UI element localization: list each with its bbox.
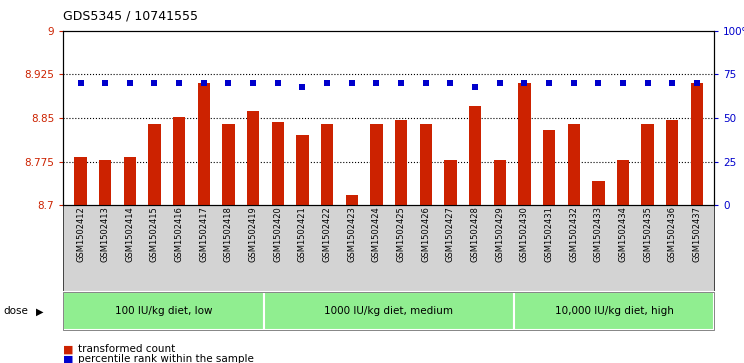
Text: transformed count: transformed count (78, 344, 176, 354)
Point (667, 80, 679, 86)
Text: 10,000 IU/kg diet, high: 10,000 IU/kg diet, high (554, 306, 673, 316)
Bar (641, 124, 654, 205)
Bar (74, 157, 86, 205)
Text: dose: dose (4, 306, 28, 316)
Point (222, 80, 234, 86)
Point (124, 80, 135, 86)
Bar (592, 181, 605, 205)
Bar (198, 83, 210, 205)
Bar (222, 124, 234, 205)
Bar (493, 160, 506, 205)
Point (74, 80, 86, 86)
Text: GDS5345 / 10741555: GDS5345 / 10741555 (63, 9, 198, 22)
Point (321, 80, 333, 86)
Bar (617, 160, 629, 205)
Point (173, 80, 185, 86)
Point (149, 80, 161, 86)
Bar (691, 83, 703, 205)
Point (272, 80, 283, 86)
Point (99, 80, 111, 86)
Point (247, 80, 259, 86)
Point (519, 80, 530, 86)
Point (346, 80, 358, 86)
Point (395, 80, 407, 86)
Point (494, 80, 506, 86)
Bar (568, 124, 580, 205)
Bar (395, 120, 407, 205)
Bar (420, 124, 432, 205)
Point (543, 80, 555, 86)
Point (642, 80, 654, 86)
Text: 100 IU/kg diet, low: 100 IU/kg diet, low (115, 306, 212, 316)
Point (198, 80, 210, 86)
Point (592, 80, 604, 86)
Point (420, 80, 432, 86)
Bar (296, 135, 309, 205)
Bar (247, 111, 259, 205)
Bar (99, 160, 112, 205)
Bar (124, 158, 136, 205)
Bar (666, 120, 679, 205)
Point (444, 80, 456, 86)
Bar (173, 117, 185, 205)
Point (296, 84, 308, 90)
Text: ■: ■ (63, 354, 74, 363)
Text: ▶: ▶ (36, 306, 43, 316)
Bar (371, 124, 382, 205)
Bar (321, 124, 333, 205)
Bar (148, 124, 161, 205)
Text: 1000 IU/kg diet, medium: 1000 IU/kg diet, medium (324, 306, 453, 316)
Bar (345, 195, 358, 205)
Point (568, 80, 580, 86)
Bar (543, 130, 555, 205)
Point (371, 80, 382, 86)
Point (617, 80, 629, 86)
Bar (469, 106, 481, 205)
Bar (444, 160, 457, 205)
Bar (272, 122, 284, 205)
Text: ■: ■ (63, 344, 74, 354)
Point (691, 80, 703, 86)
Text: percentile rank within the sample: percentile rank within the sample (78, 354, 254, 363)
Bar (519, 83, 530, 205)
Point (469, 84, 481, 90)
